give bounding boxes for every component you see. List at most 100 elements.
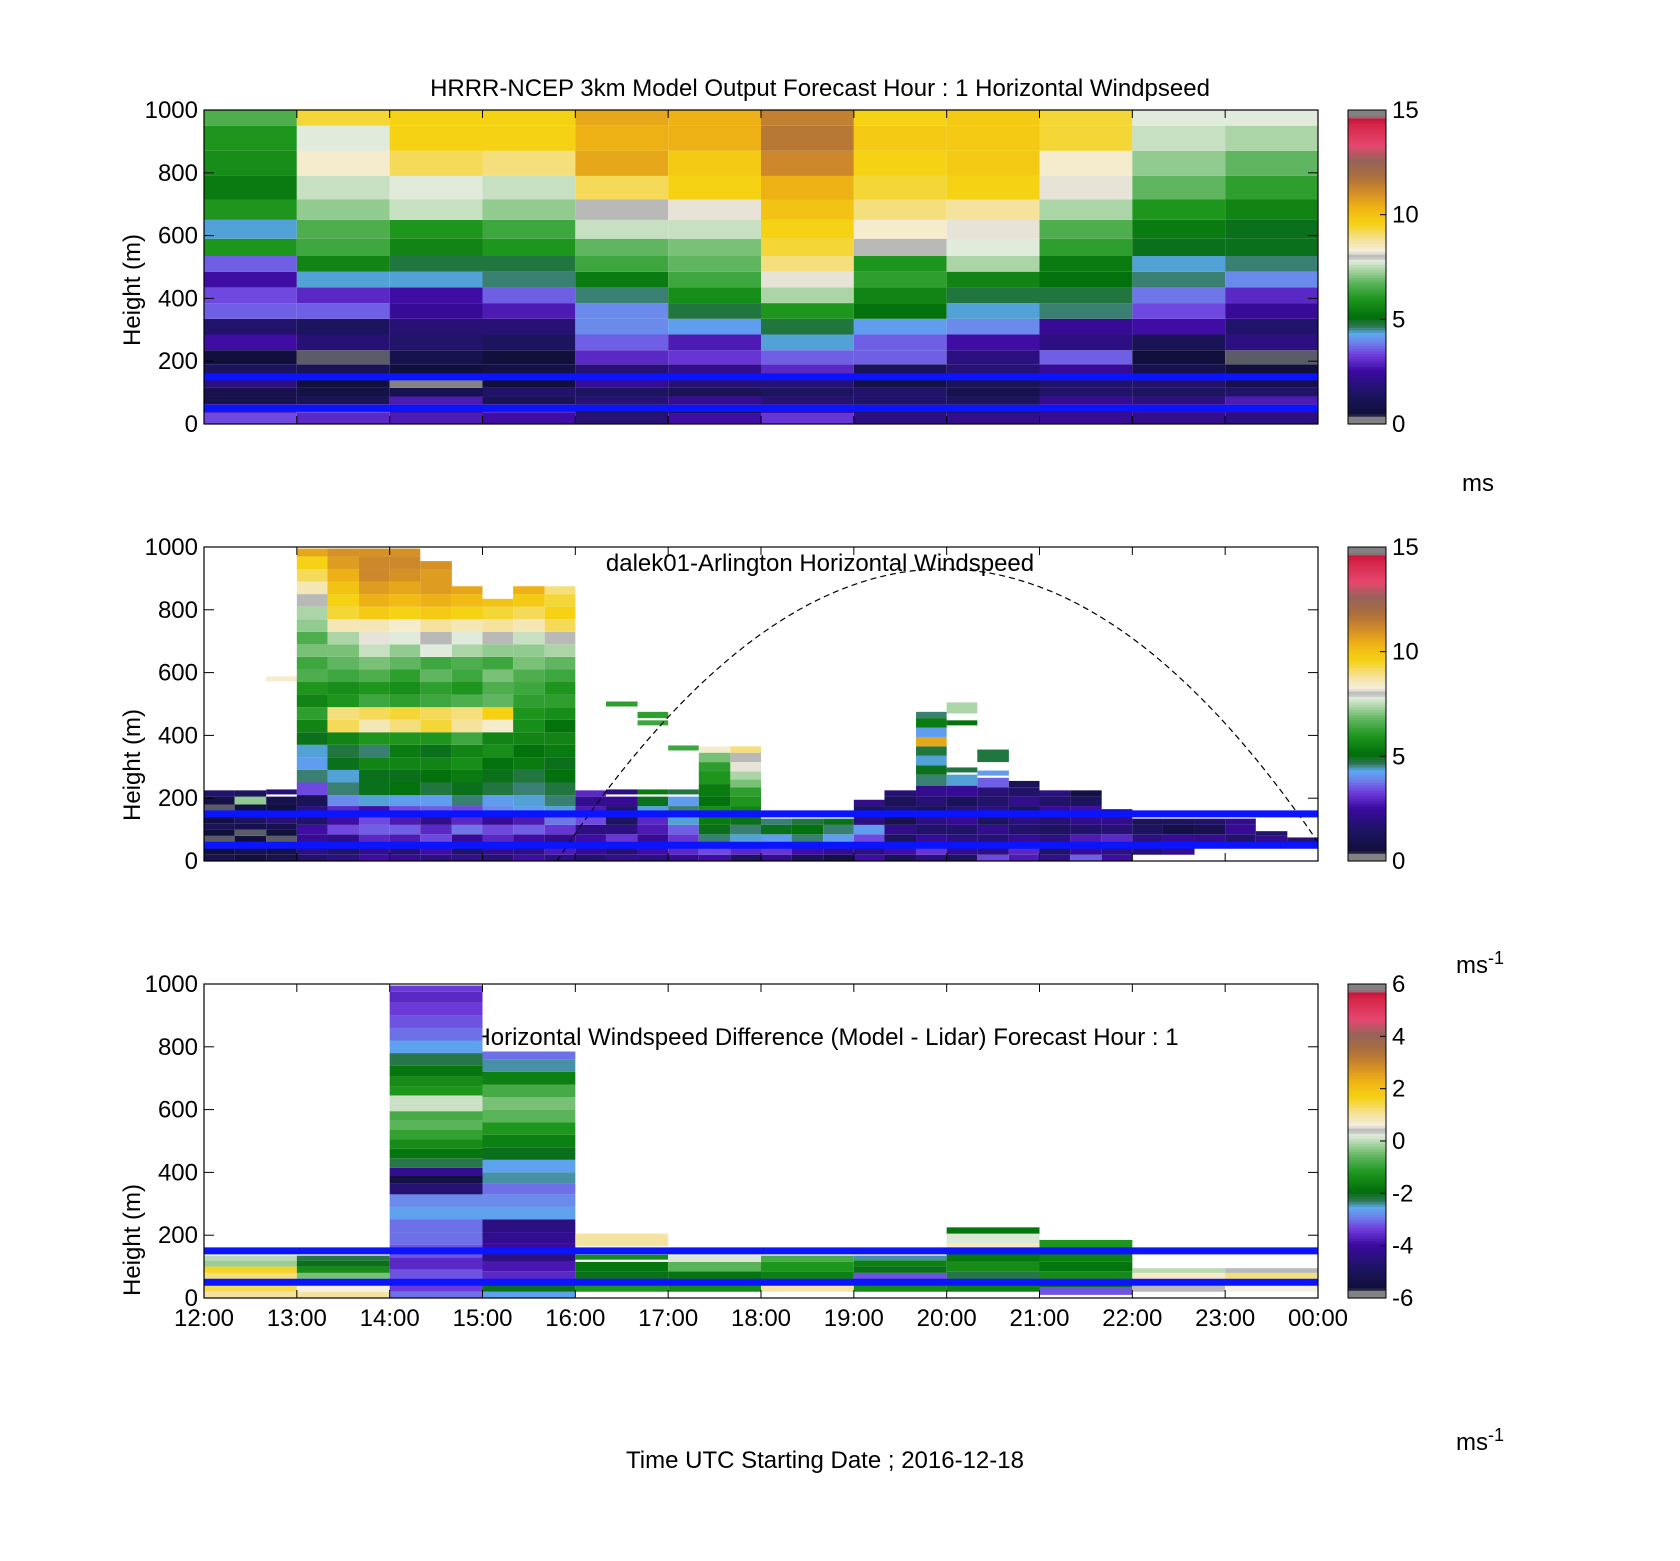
colorbar-segment: [1348, 1216, 1386, 1221]
colorbar-segment: [1348, 340, 1386, 344]
colorbar-segment: [1348, 620, 1386, 624]
heatmap-cell: [946, 1271, 1040, 1280]
colorbar-segment: [1348, 581, 1386, 585]
heatmap-cell: [698, 762, 731, 772]
heatmap-cell: [389, 150, 483, 176]
heatmap-cell: [977, 796, 1009, 807]
colorbar-segment: [1348, 1214, 1386, 1218]
heatmap-cell: [296, 815, 328, 825]
heatmap-cell: [946, 256, 1040, 272]
heatmap-cell: [513, 854, 545, 861]
heatmap-cell: [575, 303, 669, 319]
heatmap-cell: [482, 1194, 576, 1207]
heatmap-cell: [327, 694, 360, 708]
heatmap-cell: [605, 834, 638, 843]
heatmap-cell: [359, 694, 390, 708]
heatmap-cell: [761, 1285, 854, 1292]
heatmap-cell: [575, 1285, 669, 1292]
colorbar-segment: [1348, 1120, 1386, 1124]
colorbar-segment: [1348, 303, 1386, 307]
heatmap-cell: [482, 834, 514, 843]
heatmap-cell: [853, 1285, 947, 1292]
colorbar: 0 5 10 15: [1347, 97, 1419, 438]
colorbar-segment: [1348, 552, 1386, 556]
colorbar-segment: [1348, 1099, 1386, 1103]
heatmap-cell: [420, 854, 452, 861]
heatmap-cell: [884, 796, 917, 807]
heatmap-cell: [668, 376, 761, 388]
heatmap-cell: [359, 656, 390, 670]
heatmap-cell: [1194, 834, 1226, 843]
heatmap-cell: [916, 727, 947, 737]
heatmap-cell: [327, 581, 360, 595]
heatmap-cell: [296, 644, 328, 657]
colorbar-segment: [1348, 570, 1386, 574]
colorbar-segment: [1348, 1235, 1386, 1239]
heatmap-cell: [544, 694, 576, 708]
heatmap-cell: [359, 769, 390, 783]
heatmap-cell: [389, 548, 421, 557]
colorbar-segment: [1348, 748, 1386, 752]
heatmap-cell: [823, 854, 854, 861]
heatmap-cell: [266, 796, 297, 805]
y-tick-label: 200: [158, 1222, 198, 1249]
heatmap-cell: [296, 568, 328, 582]
heatmap-cell: [853, 854, 885, 861]
colorbar-segment: [1348, 193, 1386, 197]
heatmap-cell: [916, 834, 947, 843]
heatmap-cell: [946, 413, 1040, 424]
heatmap-cell: [327, 568, 360, 582]
colorbar-segment: [1348, 630, 1386, 634]
heatmap-cell: [698, 796, 731, 807]
colorbar-segment: [1348, 1109, 1386, 1113]
colorbar-segment: [1348, 837, 1386, 841]
heatmap-cell: [420, 744, 452, 758]
heatmap-cell: [668, 413, 761, 424]
colorbar-segment: [1348, 1080, 1386, 1085]
colorbar-unit: ms-1: [1456, 1425, 1504, 1456]
heatmap-cell: [451, 631, 483, 645]
colorbar-segment: [1348, 345, 1386, 349]
colorbar-segment: [1348, 185, 1386, 190]
heatmap-cell: [389, 1183, 483, 1195]
heatmap-cell: [853, 413, 947, 424]
colorbar-segment: [1348, 1012, 1386, 1016]
heatmap-cell: [1162, 848, 1195, 855]
heatmap-cell: [296, 376, 390, 388]
y-tick-label: 800: [158, 1034, 198, 1061]
heatmap-cell: [389, 594, 421, 607]
heatmap-cell: [977, 824, 1009, 835]
heatmap-cell: [296, 1266, 390, 1273]
heatmap-cell: [296, 1255, 390, 1261]
heatmap-cell: [791, 848, 824, 855]
heatmap-cell: [204, 1291, 297, 1298]
heatmap-cell: [946, 720, 978, 726]
heatmap-cell: [1039, 854, 1071, 861]
heatmap-cell: [637, 796, 669, 807]
colorbar-segment: [1348, 1282, 1386, 1286]
colorbar-tick-label: -4: [1392, 1233, 1413, 1260]
heatmap-cell: [1132, 110, 1226, 126]
colorbar-segment: [1348, 808, 1386, 812]
heatmap-cell: [544, 769, 576, 783]
colorbar-segment: [1348, 348, 1386, 352]
heatmap-cell: [482, 848, 514, 855]
colorbar-segment: [1348, 1156, 1386, 1160]
heatmap-cell: [946, 287, 1040, 304]
colorbar-segment: [1348, 829, 1386, 833]
heatmap-cell: [977, 854, 1009, 861]
colorbar-segment: [1348, 408, 1386, 412]
heatmap-cell: [482, 1109, 576, 1123]
colorbar-segment: [1348, 1292, 1386, 1296]
heatmap-cell: [389, 568, 421, 582]
heatmap-cell: [853, 350, 947, 365]
heatmap-cell: [204, 413, 297, 424]
colorbar: 0 5 10 15: [1347, 534, 1419, 875]
heatmap-cell: [359, 834, 390, 843]
heatmap-cell: [296, 594, 328, 607]
heatmap-cell: [266, 789, 297, 795]
heatmap-cell: [420, 561, 452, 569]
heatmap-cell: [451, 744, 483, 758]
colorbar-segment: [1348, 188, 1386, 192]
